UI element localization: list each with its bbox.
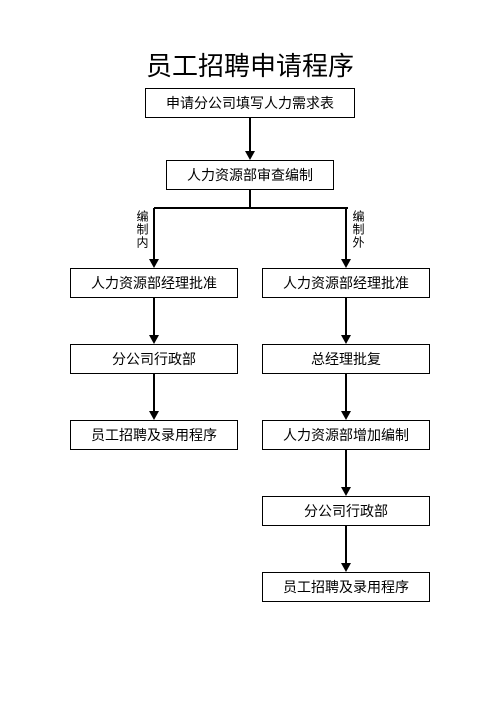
arrow-head-icon: [341, 335, 351, 344]
split-hline: [154, 207, 348, 209]
node-hr-review: 人力资源部审查编制: [166, 160, 334, 190]
arrow-line: [153, 374, 155, 411]
node-label: 分公司行政部: [304, 501, 388, 521]
node-recruit-process-left: 员工招聘及录用程序: [70, 420, 238, 450]
branch-label-external: 编制外: [350, 210, 367, 249]
node-branch-admin-left: 分公司行政部: [70, 344, 238, 374]
arrow-line: [153, 298, 155, 335]
arrow-line: [345, 526, 347, 563]
node-label: 员工招聘及录用程序: [283, 577, 409, 597]
node-apply-form: 申请分公司填写人力需求表: [145, 88, 355, 118]
arrow-head-icon: [149, 259, 159, 268]
arrow-head-icon: [149, 335, 159, 344]
arrow-line: [345, 374, 347, 411]
node-label: 员工招聘及录用程序: [91, 425, 217, 445]
arrow-head-icon: [341, 259, 351, 268]
page-title: 员工招聘申请程序: [0, 46, 500, 83]
arrow-line: [345, 298, 347, 335]
arrow-line: [249, 118, 251, 151]
node-gm-reply: 总经理批复: [262, 344, 430, 374]
node-label: 人力资源部增加编制: [283, 425, 409, 445]
arrow-line: [345, 208, 347, 259]
arrow-line: [249, 190, 251, 208]
node-hr-add-headcount: 人力资源部增加编制: [262, 420, 430, 450]
node-recruit-process-right: 员工招聘及录用程序: [262, 572, 430, 602]
arrow-head-icon: [245, 151, 255, 160]
arrow-head-icon: [149, 411, 159, 420]
node-label: 人力资源部经理批准: [91, 273, 217, 293]
node-label: 申请分公司填写人力需求表: [166, 93, 334, 113]
node-hr-manager-approve-left: 人力资源部经理批准: [70, 268, 238, 298]
arrow-line: [153, 208, 155, 259]
node-label: 总经理批复: [311, 349, 381, 369]
node-label: 分公司行政部: [112, 349, 196, 369]
node-hr-manager-approve-right: 人力资源部经理批准: [262, 268, 430, 298]
arrow-head-icon: [341, 487, 351, 496]
arrow-head-icon: [341, 563, 351, 572]
node-label: 人力资源部审查编制: [187, 165, 313, 185]
node-branch-admin-right: 分公司行政部: [262, 496, 430, 526]
node-label: 人力资源部经理批准: [283, 273, 409, 293]
arrow-head-icon: [341, 411, 351, 420]
arrow-line: [345, 450, 347, 487]
branch-label-internal: 编制内: [134, 210, 151, 249]
